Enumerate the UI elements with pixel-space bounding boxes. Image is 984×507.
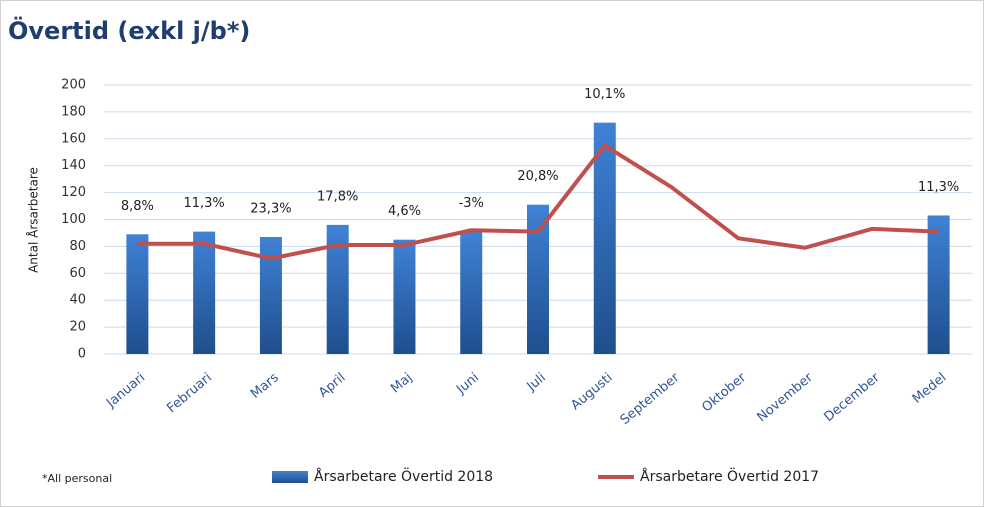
legend-swatch [272,471,308,483]
y-tick-label: 40 [69,293,86,308]
legend-label: Årsarbetare Övertid 2018 [314,467,493,485]
bar [927,215,950,354]
y-tick-label: 160 [61,131,86,146]
bar [193,231,216,354]
y-tick-label: 200 [61,78,86,93]
y-tick-label: 20 [69,320,86,335]
y-tick-label: 180 [61,104,86,119]
data-label: 11,3% [918,180,959,195]
data-label: 4,6% [388,204,421,219]
y-tick-label: 100 [61,212,86,227]
line [137,143,939,261]
y-tick-label: 60 [69,266,86,281]
legend-label: Årsarbetare Övertid 2017 [640,467,819,485]
data-label: 11,3% [183,196,224,211]
bar [259,236,282,354]
data-label: 20,8% [517,169,558,184]
y-tick-label: 0 [78,347,86,362]
y-tick-label: 120 [61,185,86,200]
y-axis-label: Antal Årsarbetare [26,167,41,273]
footnote: *All personal [42,472,112,485]
bar [593,122,616,354]
y-tick-label: 140 [61,158,86,173]
bar [460,231,483,354]
data-label: 10,1% [584,87,625,102]
bar [326,224,349,354]
chart-title: Övertid (exkl j/b*) [8,15,250,45]
bar [126,234,149,354]
data-label: 23,3% [250,201,291,216]
bar [393,239,416,354]
data-label: -3% [459,196,484,211]
bar [527,204,549,354]
data-label: 17,8% [317,189,358,204]
data-label: 8,8% [121,199,154,214]
y-tick-label: 80 [69,239,86,254]
